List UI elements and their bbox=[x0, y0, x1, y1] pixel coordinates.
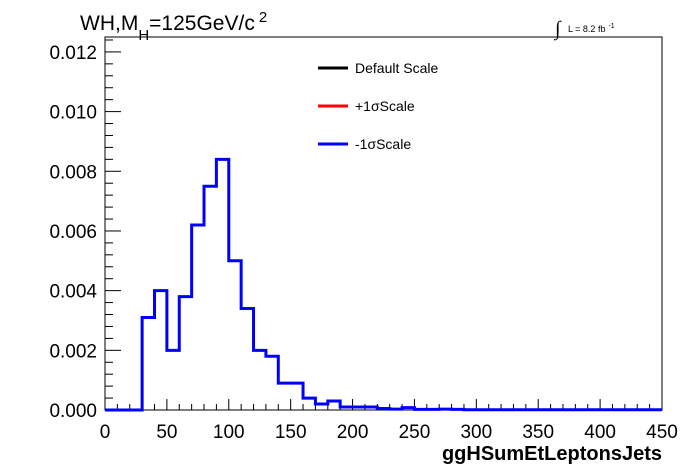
legend-label: -1σScale bbox=[355, 136, 411, 152]
x-tick-label: 350 bbox=[522, 422, 554, 443]
x-tick-label: 50 bbox=[156, 422, 177, 443]
x-tick-label: 200 bbox=[337, 422, 369, 443]
x-tick-label: 0 bbox=[100, 422, 111, 443]
y-tick-label: 0.004 bbox=[49, 282, 97, 303]
y-tick-label: 0.008 bbox=[49, 162, 97, 183]
chart-title: WH,MH=125GeV/c 2 bbox=[80, 9, 267, 44]
x-tick-label: 100 bbox=[213, 422, 245, 443]
lumi-superscript: -1 bbox=[608, 23, 614, 30]
legend-label: Default Scale bbox=[355, 60, 438, 76]
legend-label: +1σScale bbox=[355, 98, 415, 114]
y-tick-label: 0.010 bbox=[49, 103, 97, 124]
x-tick-label: 250 bbox=[399, 422, 431, 443]
chart-title-main: WH,M bbox=[80, 12, 138, 35]
x-axis-label: ggHSumEtLeptonsJets bbox=[442, 443, 662, 465]
chart-title-rest: =125GeV/c bbox=[149, 12, 255, 35]
y-tick-label: 0.012 bbox=[49, 43, 97, 64]
x-tick-label: 150 bbox=[275, 422, 307, 443]
y-tick-label: 0.006 bbox=[49, 222, 97, 243]
lumi-integral: ∫ bbox=[553, 18, 562, 41]
y-tick-label: 0.000 bbox=[49, 401, 97, 422]
lumi-text: L = 8.2 fb bbox=[568, 24, 605, 34]
y-tick-label: 0.002 bbox=[49, 341, 97, 362]
x-tick-label: 450 bbox=[646, 422, 678, 443]
chart-title-superscript: 2 bbox=[259, 9, 267, 26]
series-line bbox=[105, 157, 662, 412]
chart-title-subscript: H bbox=[138, 27, 149, 44]
lumi-label: L = 8.2 fb -1 bbox=[568, 23, 615, 34]
x-tick-label: 300 bbox=[460, 422, 492, 443]
x-tick-label: 400 bbox=[584, 422, 616, 443]
